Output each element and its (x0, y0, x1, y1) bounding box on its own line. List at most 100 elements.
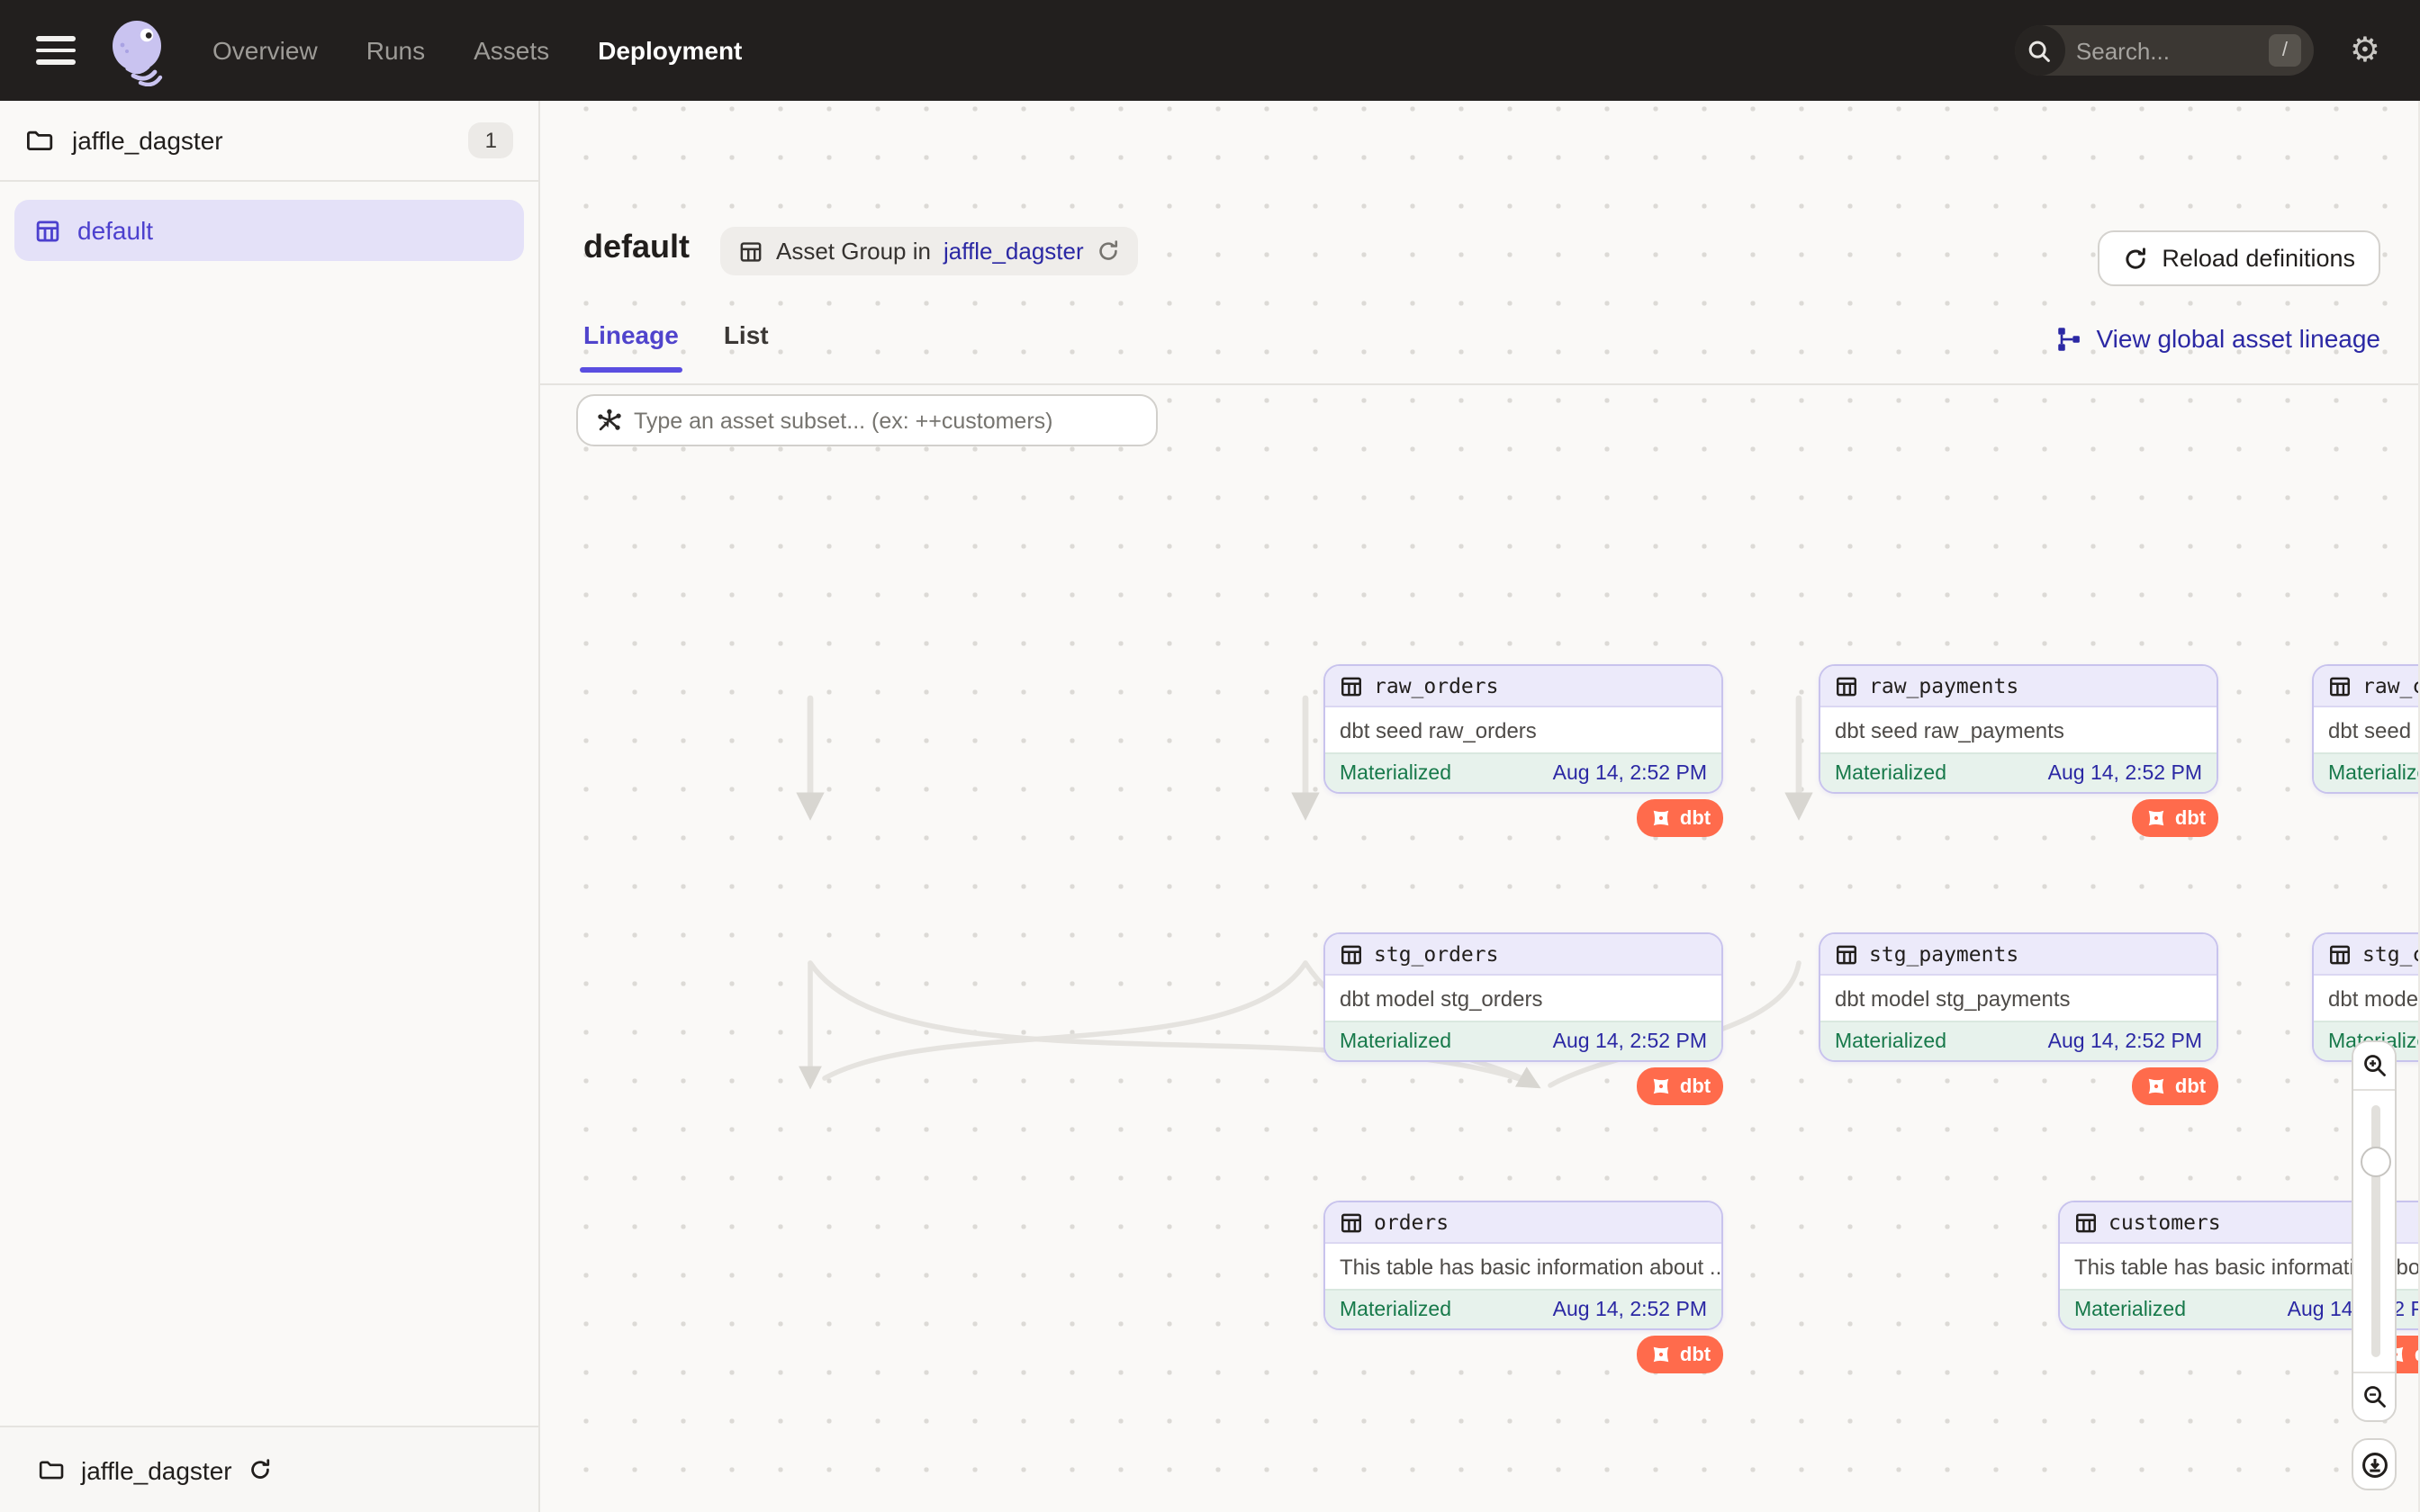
dbt-tag-label: dbt (1679, 1344, 1711, 1365)
asset-status: Materialized (1835, 1030, 1946, 1052)
asset-node-raw-customers[interactable]: raw_customers dbt seed raw_customers Mat… (2312, 664, 2418, 794)
asset-status: Materialized (1340, 1030, 1451, 1052)
dbt-tag-label: dbt (2174, 1076, 2207, 1097)
asset-status: Materialized (1340, 1299, 1451, 1320)
main-panel: default Asset Group in jaffle_dagster (540, 101, 2420, 1512)
nav-item-assets[interactable]: Assets (474, 36, 550, 65)
asset-description: dbt model stg_payments (1820, 976, 2217, 1021)
asset-node-raw-orders[interactable]: raw_orders dbt seed raw_orders Materiali… (1323, 664, 1723, 794)
table-icon (1340, 942, 1363, 966)
asset-name: raw_payments (1869, 673, 2019, 698)
asset-group-tag-link[interactable]: jaffle_dagster (944, 238, 1084, 265)
sidebar-item-label: default (77, 216, 154, 245)
table-icon (1340, 1210, 1363, 1234)
zoom-in-button[interactable] (2353, 1042, 2395, 1089)
zoom-slider-thumb[interactable] (2360, 1147, 2390, 1177)
asset-group-tag: Asset Group in jaffle_dagster (720, 227, 1138, 275)
table-icon (1835, 674, 1858, 698)
view-global-asset-lineage-label: View global asset lineage (2096, 324, 2381, 353)
sidebar-footer: jaffle_dagster (0, 1426, 538, 1512)
asset-description: dbt model stg_customers (2314, 976, 2418, 1021)
asset-group-tag-prefix: Asset Group in (776, 238, 931, 265)
recenter-view-button[interactable] (2352, 1438, 2397, 1490)
asset-name: stg_orders (1374, 941, 1499, 967)
dbt-tag-label: dbt (1679, 1076, 1711, 1097)
sidebar-code-location[interactable]: jaffle_dagster 1 (0, 101, 538, 182)
asset-description: dbt seed raw_orders (1325, 707, 1721, 752)
table-icon (1835, 942, 1858, 966)
asset-timestamp[interactable]: Aug 14, 2:52 PM (2047, 762, 2202, 784)
header-divider (540, 383, 2418, 385)
reload-location-icon[interactable] (248, 1458, 272, 1481)
nav-item-deployment[interactable]: Deployment (598, 36, 743, 65)
reload-definitions-button[interactable]: Reload definitions (2097, 230, 2380, 286)
op-selector-icon (594, 406, 623, 435)
folder-icon (38, 1456, 65, 1483)
zoom-controls (2352, 1040, 2397, 1490)
asset-name: stg_payments (1869, 941, 2019, 967)
asset-description: dbt model stg_orders (1325, 976, 1721, 1021)
asset-name: stg_customers (2362, 941, 2418, 967)
zoom-out-button[interactable] (2353, 1373, 2395, 1420)
nav-items: Overview Runs Assets Deployment (212, 36, 742, 65)
dbt-tag[interactable]: dbt (1637, 799, 1723, 837)
search-shortcut-badge: / (2268, 34, 2301, 67)
asset-node-stg-orders[interactable]: stg_orders dbt model stg_orders Material… (1323, 932, 1723, 1062)
zoom-slider[interactable] (2353, 1089, 2395, 1373)
search-input[interactable] (2064, 37, 2245, 64)
asset-status: Materialized (2074, 1299, 2186, 1320)
dagster-logo-icon[interactable] (101, 14, 173, 86)
search-icon (2014, 25, 2065, 76)
footer-code-location-name: jaffle_dagster (81, 1455, 232, 1484)
dbt-logo-icon (1649, 1343, 1673, 1366)
asset-timestamp[interactable]: Aug 14, 2:52 PM (1552, 762, 1707, 784)
asset-timestamp[interactable]: Aug 14, 2:52 PM (2047, 1030, 2202, 1052)
dbt-logo-icon (2145, 1075, 2168, 1098)
settings-gear-icon[interactable]: ⚙ (2349, 32, 2380, 69)
dbt-logo-icon (1649, 806, 1673, 830)
asset-group-icon (34, 217, 61, 244)
table-icon (1340, 674, 1363, 698)
asset-subset-filter[interactable] (576, 394, 1158, 446)
asset-subset-input[interactable] (634, 408, 1140, 433)
asset-node-stg-payments[interactable]: stg_payments dbt model stg_payments Mate… (1819, 932, 2218, 1062)
dbt-tag[interactable]: dbt (1637, 1067, 1723, 1105)
asset-timestamp[interactable]: Aug 14, 2:52 PM (1552, 1299, 1707, 1320)
zoom-slider-track[interactable] (2371, 1105, 2380, 1357)
asset-name: raw_customers (2362, 673, 2418, 698)
asset-node-raw-payments[interactable]: raw_payments dbt seed raw_payments Mater… (1819, 664, 2218, 794)
asset-description: This table has basic information about .… (1325, 1244, 1721, 1289)
refresh-icon[interactable] (1097, 239, 1120, 263)
tab-list[interactable]: List (723, 320, 769, 349)
asset-timestamp[interactable]: Aug 14, 2:52 PM (1552, 1030, 1707, 1052)
asset-group-count-badge: 1 (468, 122, 513, 158)
asset-description: dbt seed raw_payments (1820, 707, 2217, 752)
dbt-tag[interactable]: dbt (1637, 1336, 1723, 1373)
sidebar: jaffle_dagster 1 default jaff (0, 101, 540, 1512)
table-icon (2328, 942, 2352, 966)
sidebar-item-default[interactable]: default (14, 200, 524, 261)
dbt-tag[interactable]: dbt (2132, 799, 2218, 837)
folder-icon (25, 126, 54, 155)
menu-icon[interactable] (36, 36, 76, 65)
dbt-tag[interactable]: dbt (2132, 1067, 2218, 1105)
nav-item-runs[interactable]: Runs (366, 36, 426, 65)
asset-name: raw_orders (1374, 673, 1499, 698)
table-icon (2074, 1210, 2098, 1234)
view-global-asset-lineage-link[interactable]: View global asset lineage (2057, 324, 2381, 353)
search-bar[interactable]: / (2014, 25, 2314, 76)
dbt-logo-icon (1649, 1075, 1673, 1098)
asset-status: Materialized (1340, 762, 1451, 784)
asset-node-orders[interactable]: orders This table has basic information … (1323, 1201, 1723, 1330)
reload-definitions-label: Reload definitions (2162, 245, 2355, 272)
refresh-icon (2122, 246, 2147, 271)
asset-status: Materialized (1835, 762, 1946, 784)
table-icon (2328, 674, 2352, 698)
page-title: default (583, 229, 691, 265)
asset-name: customers (2108, 1210, 2221, 1235)
nav-item-overview[interactable]: Overview (212, 36, 318, 65)
asset-description: dbt seed raw_customers (2314, 707, 2418, 752)
code-location-name: jaffle_dagster (72, 126, 223, 155)
tab-lineage[interactable]: Lineage (580, 320, 682, 373)
